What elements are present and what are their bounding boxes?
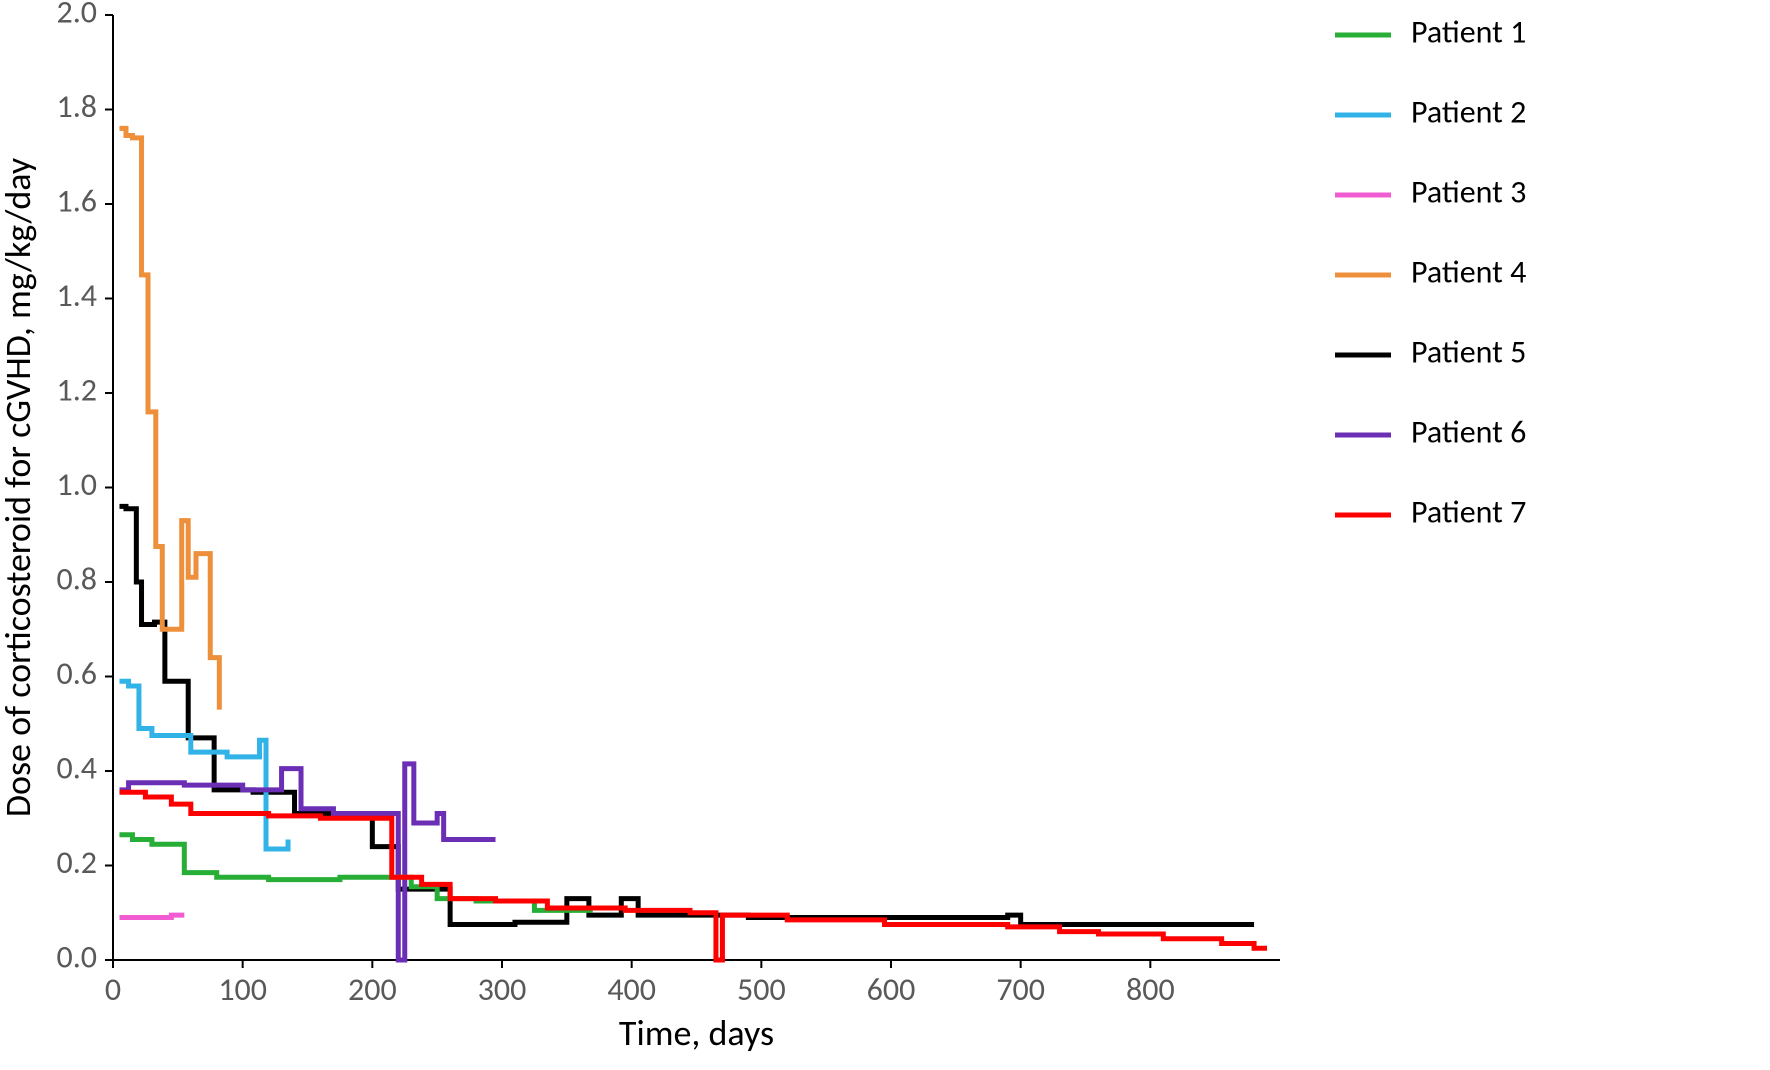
y-tick-label: 1.2 [56, 371, 97, 410]
y-tick-label: 0.8 [56, 560, 97, 599]
dose-time-chart: 0.0 0.2 0.4 0.6 0.8 1.0 1.2 1.4 1.6 1.8 2.0 0 100 200… [0, 0, 1770, 1070]
series-line-patient-7 [119, 792, 1267, 960]
legend-label-patient-5: Patient 5 [1411, 333, 1526, 372]
y-axis-label: Dose of corticosteroid for cGVHD, mg/kg/… [0, 157, 40, 817]
x-tick-label: 700 [996, 970, 1045, 1009]
series-lines [119, 128, 1267, 960]
legend-label-patient-4: Patient 4 [1411, 253, 1526, 292]
x-tick-label: 800 [1126, 970, 1175, 1009]
y-tick-label: 1.0 [56, 465, 97, 504]
x-tick-label: 600 [867, 970, 916, 1009]
y-tick-label: 1.6 [56, 182, 97, 221]
x-tick-label: 500 [737, 970, 786, 1009]
legend-label-patient-3: Patient 3 [1411, 173, 1526, 212]
x-tick-label: 200 [348, 970, 397, 1009]
series-line-patient-2 [119, 681, 288, 849]
x-tick-label: 400 [607, 970, 656, 1009]
series-line-patient-6 [119, 764, 495, 960]
x-tick-label: 0 [105, 970, 121, 1009]
x-axis-label: Time, days [619, 1011, 774, 1055]
axes: 0.0 0.2 0.4 0.6 0.8 1.0 1.2 1.4 1.6 1.8 2.0 0 100 200… [56, 0, 1280, 1009]
y-tick-label: 0.2 [56, 843, 97, 882]
legend-label-patient-6: Patient 6 [1411, 413, 1526, 452]
y-tick-label: 2.0 [56, 0, 97, 32]
legend-label-patient-2: Patient 2 [1411, 93, 1526, 132]
x-tick-label: 300 [478, 970, 527, 1009]
series-line-patient-5 [119, 506, 1254, 924]
x-tick-label: 100 [218, 970, 267, 1009]
series-line-patient-3 [119, 915, 184, 917]
y-tick-label: 0.0 [56, 938, 97, 977]
series-line-patient-4 [119, 128, 219, 709]
y-tick-label: 0.4 [56, 749, 97, 788]
y-tick-label: 1.8 [56, 87, 97, 126]
y-tick-label: 0.6 [56, 654, 97, 693]
legend: Patient 1 Patient 2 Patient 3 Patient 4 Pati… [1335, 13, 1526, 532]
legend-label-patient-7: Patient 7 [1411, 493, 1526, 532]
y-tick-label: 1.4 [56, 276, 97, 315]
legend-label-patient-1: Patient 1 [1411, 13, 1526, 52]
